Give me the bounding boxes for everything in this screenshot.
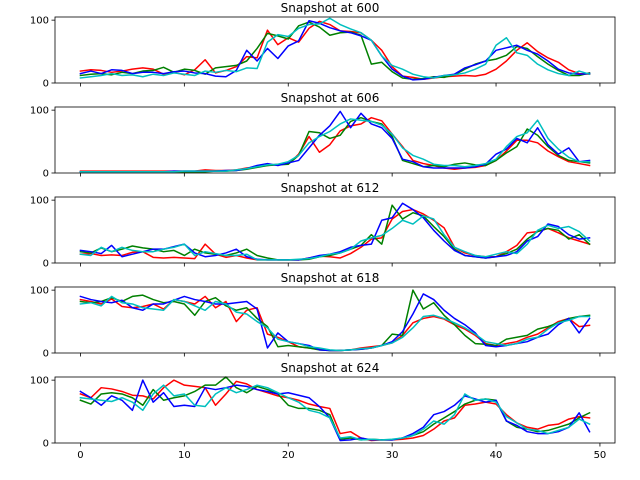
x-tick-label: 0 — [77, 450, 83, 461]
y-tick-label: 0 — [43, 439, 49, 450]
series-line-3 — [79, 118, 591, 173]
x-tick-label: 50 — [594, 450, 607, 461]
series-line-3 — [79, 384, 591, 441]
panel-title: Snapshot at 612 — [281, 181, 380, 195]
series-line-0 — [79, 379, 591, 442]
x-tick-label: 20 — [282, 450, 295, 461]
series-line-2 — [79, 110, 591, 173]
panel-title: Snapshot at 618 — [281, 271, 380, 285]
panel-title: Snapshot at 624 — [281, 361, 380, 375]
panel-snapshot-600: Snapshot at 600 0 100 — [30, 1, 616, 90]
panel-title: Snapshot at 606 — [281, 91, 380, 105]
axes-frame — [54, 196, 616, 264]
axes-frame — [54, 286, 616, 354]
panel-snapshot-612: Snapshot at 612 0 100 — [30, 181, 616, 270]
y-tick-label: 0 — [43, 259, 49, 270]
y-tick-label: 100 — [30, 16, 49, 27]
series-line-2 — [79, 379, 591, 442]
panel-snapshot-618: Snapshot at 618 0 100 — [30, 271, 616, 360]
series-line-1 — [79, 21, 591, 80]
series-line-1 — [79, 204, 591, 261]
panel-title: Snapshot at 600 — [281, 1, 380, 15]
axes-frame — [54, 106, 616, 174]
y-tick-label: 100 — [30, 106, 49, 117]
series-line-2 — [79, 20, 591, 81]
y-tick-label: 0 — [43, 169, 49, 180]
series-line-1 — [79, 289, 591, 352]
x-tick-label: 30 — [386, 450, 399, 461]
y-tick-label: 100 — [30, 286, 49, 297]
axes-frame — [54, 376, 616, 444]
axes-frame — [54, 16, 616, 84]
x-tick-label: 10 — [178, 450, 191, 461]
y-tick-label: 0 — [43, 79, 49, 90]
y-tick-label: 100 — [30, 376, 49, 387]
panel-snapshot-624: Snapshot at 624 0 100 0 10 20 30 40 50 — [30, 361, 616, 461]
series-line-3 — [79, 17, 591, 79]
y-tick-label: 0 — [43, 349, 49, 360]
series-line-3 — [79, 215, 591, 261]
y-tick-label: 100 — [30, 196, 49, 207]
series-line-3 — [79, 295, 591, 352]
x-tick-label: 40 — [490, 450, 503, 461]
panel-snapshot-606: Snapshot at 606 0 100 — [30, 91, 616, 180]
series-line-0 — [79, 116, 591, 172]
